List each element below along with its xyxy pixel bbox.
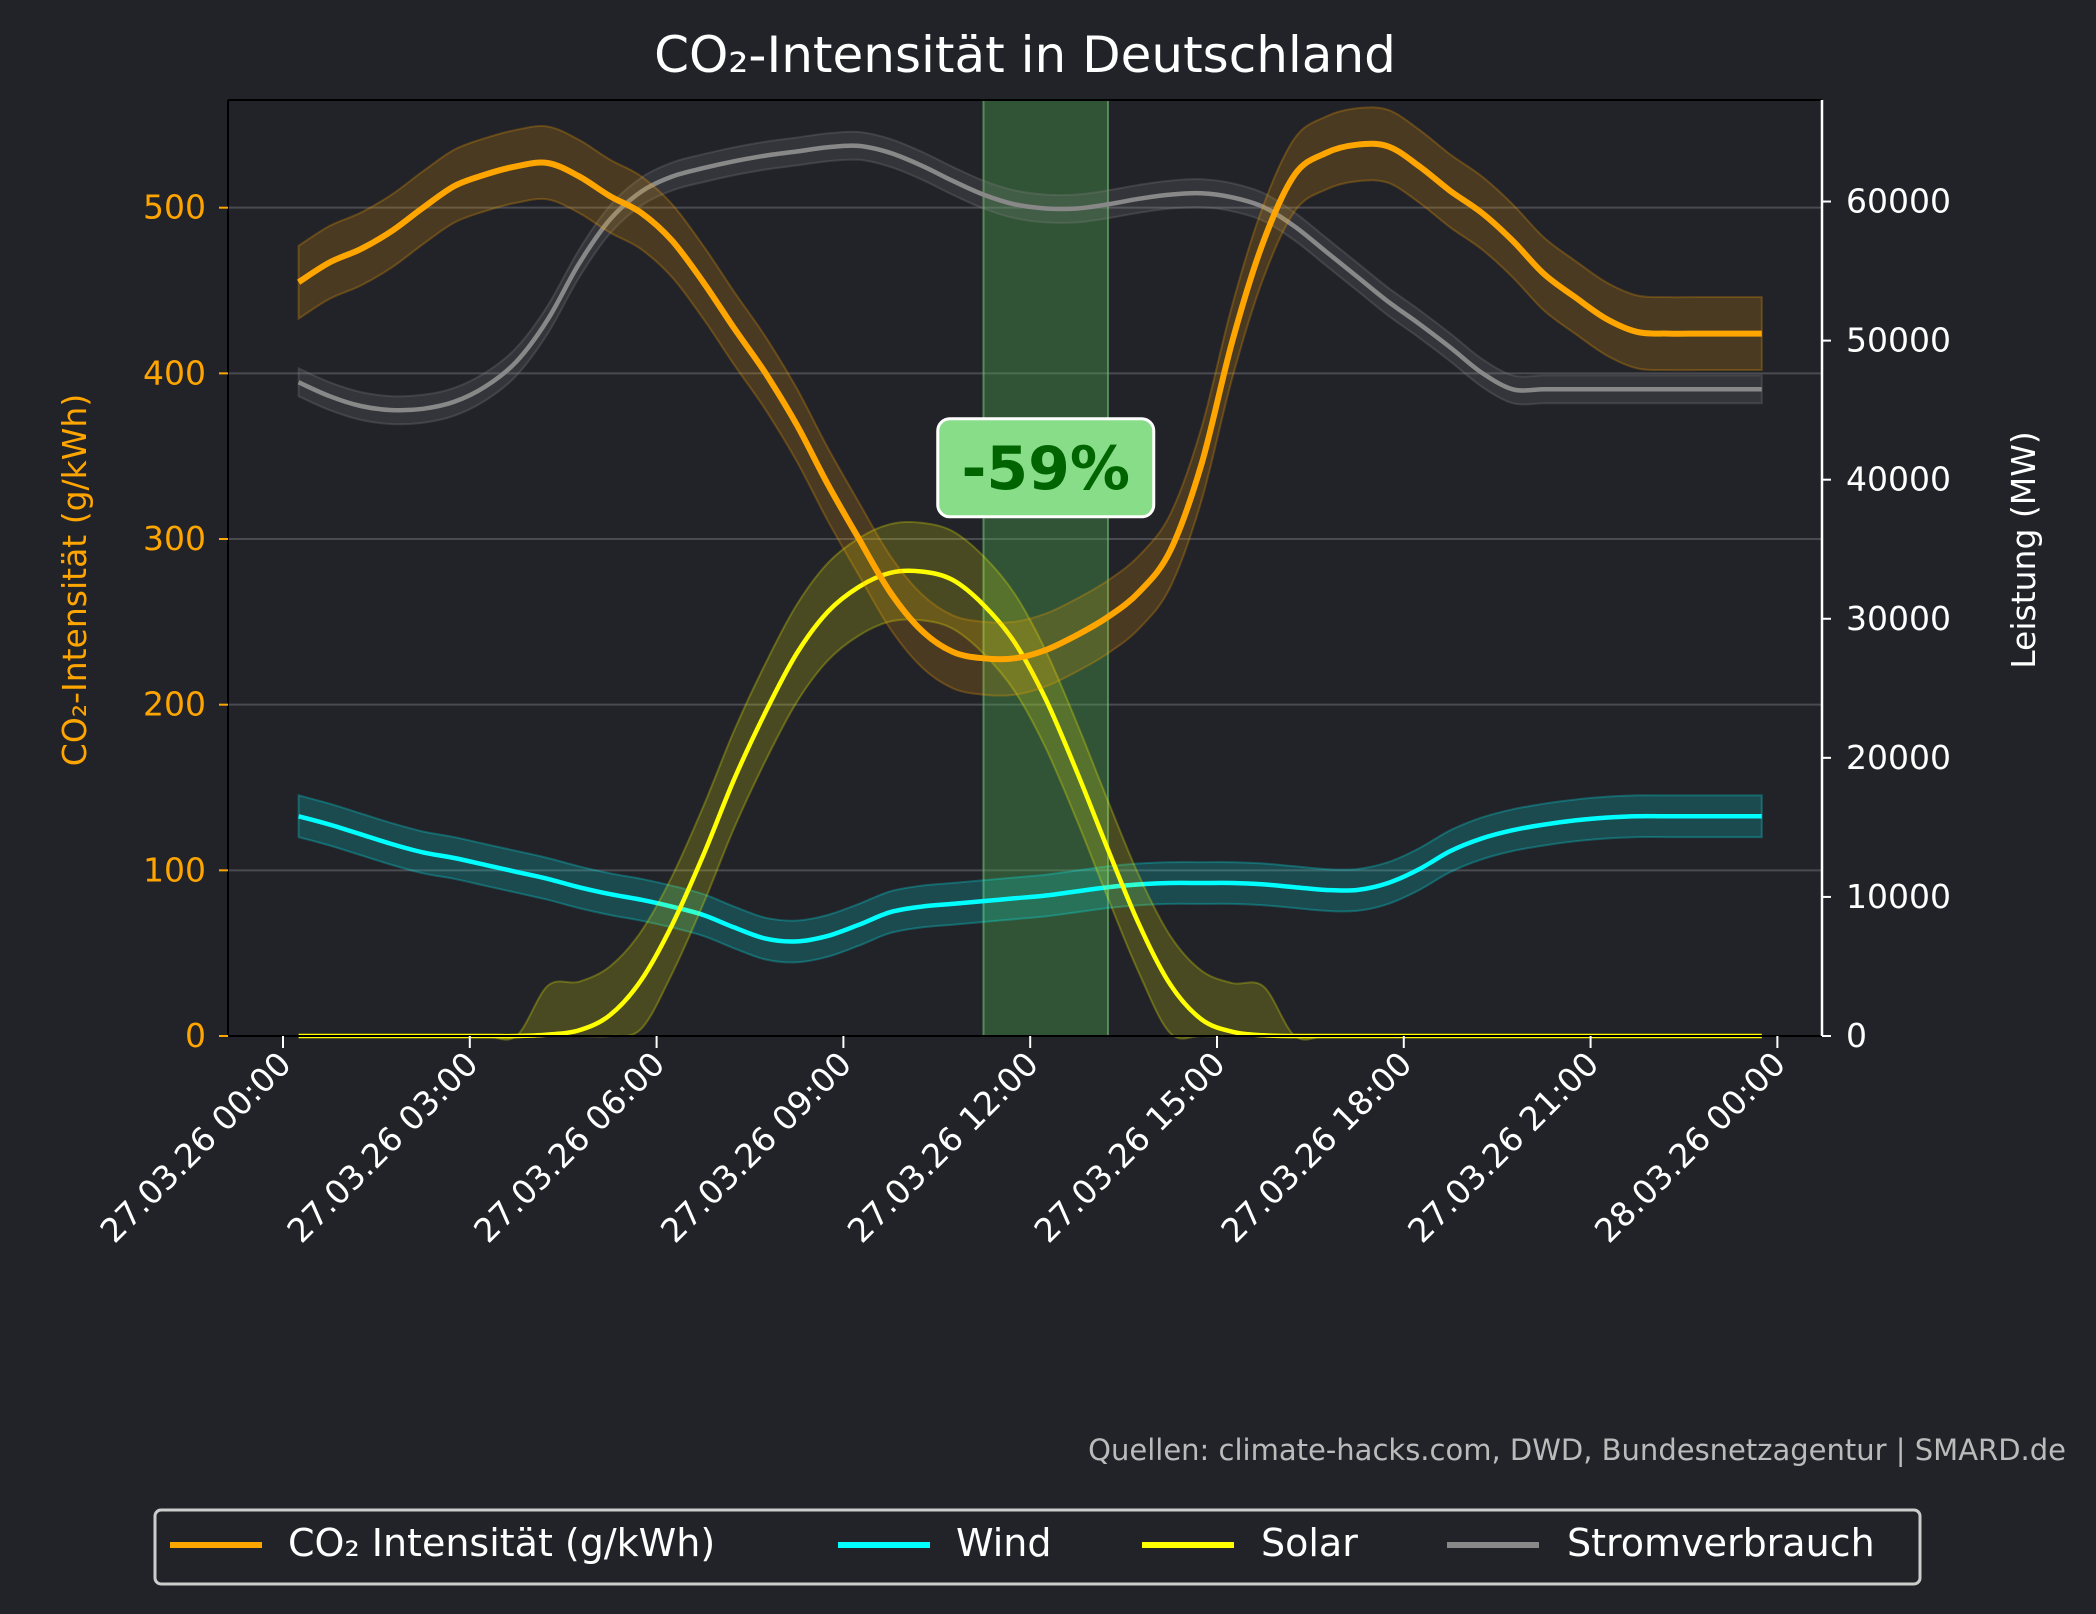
series-line-wind: [298, 813, 1762, 944]
right-tick-label: 0: [1846, 1016, 1867, 1055]
right-tick-label: 50000: [1846, 321, 1951, 360]
annotation-label: -59%: [961, 434, 1130, 504]
legend-label: Solar: [1261, 1521, 1358, 1565]
left-axis-label: CO₂-Intensität (g/kWh): [55, 394, 94, 766]
source-note: Quellen: climate-hacks.com, DWD, Bundesn…: [1088, 1433, 2066, 1467]
legend: CO₂ Intensität (g/kWh) Wind Solar Stromverb…: [153, 1508, 1922, 1586]
right-tick-label: 60000: [1846, 182, 1951, 221]
left-tick-label: 400: [143, 353, 206, 392]
annotation-box: [936, 417, 1156, 519]
series-band-stromverbrauch: [297, 130, 1763, 426]
right-tick-label: 10000: [1846, 877, 1951, 916]
left-tick-label: 500: [143, 188, 206, 227]
left-tick-label: 300: [143, 519, 206, 558]
right-tick-label: 20000: [1846, 738, 1951, 777]
right-tick-label: 40000: [1846, 460, 1951, 499]
legend-label: Wind: [956, 1521, 1052, 1565]
legend-frame: [153, 1508, 1922, 1586]
series-line-co-intensit-t-g-kwh: [296, 140, 1762, 663]
chart-title: CO₂-Intensität in Deutschland: [654, 26, 1396, 84]
series-line-stromverbrauch: [297, 143, 1762, 413]
highlight-band: [982, 99, 1110, 1037]
legend-label: Stromverbrauch: [1567, 1521, 1875, 1565]
legend-label: CO₂ Intensität (g/kWh): [288, 1521, 715, 1565]
series-band-co-intensit-t-g-kwh: [297, 106, 1763, 697]
right-axis-label: Leistung (MW): [2004, 431, 2043, 669]
right-tick-label: 30000: [1846, 599, 1951, 638]
left-tick-label: 200: [143, 685, 206, 724]
left-tick-label: 0: [185, 1016, 206, 1055]
left-tick-label: 100: [143, 850, 206, 889]
series-band-wind: [297, 794, 1763, 964]
